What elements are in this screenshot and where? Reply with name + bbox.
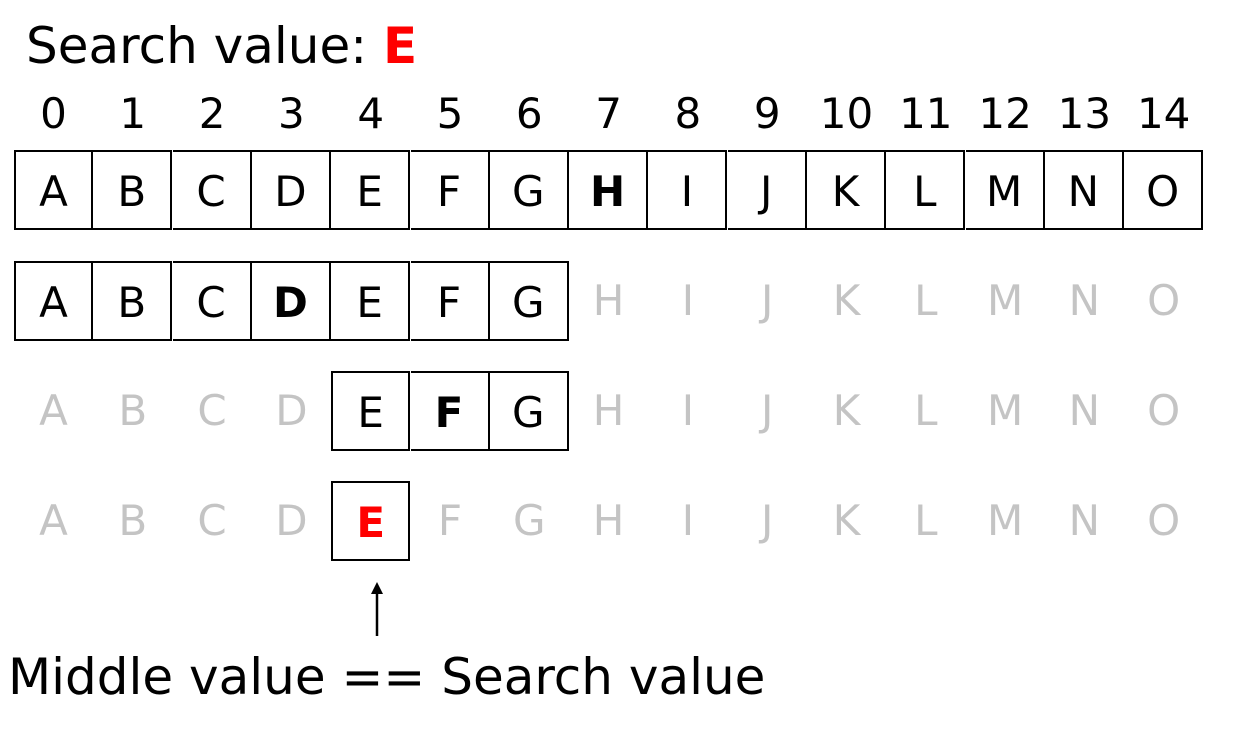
array-cell: I <box>648 150 728 230</box>
search-value-label: Search value: <box>26 17 368 75</box>
index-label: 6 <box>515 89 543 138</box>
array-cell: J <box>760 496 774 545</box>
array-cell: E <box>331 150 411 230</box>
array-cell: K <box>807 150 886 230</box>
index-label: 11 <box>899 89 953 138</box>
index-label: 13 <box>1057 89 1112 138</box>
found-cell: E <box>331 481 411 561</box>
array-cell: B <box>93 150 173 230</box>
array-cell: G <box>489 261 569 341</box>
array-cell: D <box>275 386 308 435</box>
index-label: 1 <box>119 89 147 138</box>
middle-cell: F <box>410 371 490 451</box>
array-cell: L <box>914 276 938 325</box>
array-cell: N <box>1068 386 1101 435</box>
index-label: 5 <box>436 89 464 138</box>
array-cell: C <box>197 496 227 545</box>
index-label: 9 <box>753 89 781 138</box>
array-cell: M <box>986 496 1024 545</box>
array-cell: L <box>914 496 938 545</box>
array-cell: N <box>1044 150 1124 230</box>
array-cell: E <box>331 371 411 451</box>
index-label: 2 <box>198 89 226 138</box>
array-cell: G <box>513 496 546 545</box>
array-cell: C <box>172 261 252 341</box>
array-cell: C <box>197 386 227 435</box>
array-cell: H <box>592 496 625 545</box>
array-cell: I <box>681 276 695 325</box>
middle-cell: H <box>569 150 649 230</box>
array-cell: K <box>832 276 861 325</box>
array-cell: C <box>172 150 252 230</box>
array-cell: D <box>275 496 308 545</box>
array-cell: A <box>39 496 68 545</box>
array-cell: M <box>986 386 1024 435</box>
array-cell: B <box>118 496 148 545</box>
array-cell: F <box>437 496 463 545</box>
array-cell: I <box>681 496 695 545</box>
index-label: 12 <box>978 89 1032 138</box>
search-value-title: Search value: E <box>26 14 417 78</box>
array-cell: F <box>410 150 490 230</box>
array-cell: M <box>965 150 1045 230</box>
array-cell: A <box>39 386 68 435</box>
array-cell: D <box>251 150 331 230</box>
caption: Middle value == Search value <box>8 648 766 706</box>
array-cell: B <box>93 261 173 341</box>
array-cell: I <box>681 386 695 435</box>
index-label: 14 <box>1136 89 1191 138</box>
array-cell: L <box>886 150 966 230</box>
index-label: 3 <box>278 89 305 138</box>
up-arrow-icon <box>371 582 383 636</box>
middle-cell: D <box>251 261 331 341</box>
array-cell: G <box>489 150 569 230</box>
array-cell: A <box>14 150 93 230</box>
array-cell: O <box>1147 386 1181 435</box>
index-label: 7 <box>595 89 622 138</box>
index-label: 10 <box>819 89 874 138</box>
array-cell: E <box>331 261 411 341</box>
array-cell: O <box>1147 276 1181 325</box>
array-cell: J <box>760 276 774 325</box>
array-cell: M <box>986 276 1024 325</box>
array-cell: A <box>14 261 93 341</box>
array-cell: H <box>592 276 625 325</box>
array-cell: N <box>1068 496 1101 545</box>
index-label: 0 <box>40 89 67 138</box>
array-cell: J <box>727 150 807 230</box>
array-cell: H <box>592 386 625 435</box>
array-cell: J <box>760 386 774 435</box>
array-cell: K <box>832 496 861 545</box>
index-label: 4 <box>357 89 385 138</box>
array-cell: K <box>832 386 861 435</box>
search-value: E <box>383 17 418 75</box>
array-cell: N <box>1068 276 1101 325</box>
index-label: 8 <box>674 89 702 138</box>
array-cell: G <box>489 371 569 451</box>
array-cell: F <box>410 261 490 341</box>
array-cell: O <box>1147 496 1181 545</box>
array-cell: O <box>1124 150 1204 230</box>
array-cell: B <box>118 386 148 435</box>
array-cell: L <box>914 386 938 435</box>
